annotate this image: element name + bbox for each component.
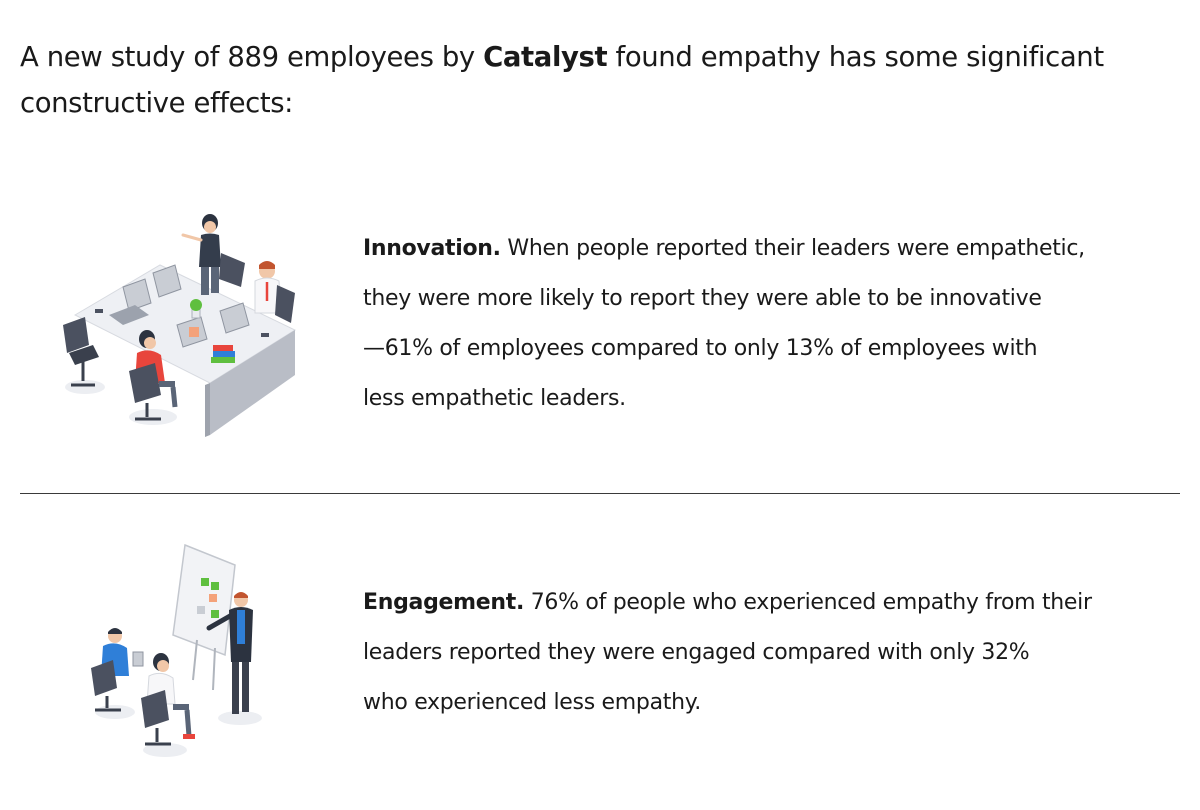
whiteboard-meeting-illustration <box>91 543 262 757</box>
innovation-section: Innovation. When people reported their l… <box>363 224 1183 424</box>
engagement-section: Engagement. 76% of people who experience… <box>363 578 1183 728</box>
engagement-line-1: Engagement. 76% of people who experience… <box>363 578 1183 628</box>
intro-line-2: constructive effects: <box>20 87 293 119</box>
section-divider <box>20 493 1180 494</box>
intro-heading: A new study of 889 employees by Catalyst… <box>20 34 1190 126</box>
intro-prefix: A new study of 889 employees by <box>20 41 484 73</box>
intro-suffix: found empathy has some significant <box>607 41 1105 73</box>
intro-org-name: Catalyst <box>483 41 608 73</box>
innovation-line-4: less empathetic leaders. <box>363 386 626 411</box>
engagement-line-3: who experienced less empathy. <box>363 690 702 715</box>
innovation-line-3: —61% of employees compared to only 13% o… <box>363 336 1038 361</box>
innovation-line-1: Innovation. When people reported their l… <box>363 224 1183 274</box>
engagement-title: Engagement. <box>363 590 525 615</box>
innovation-title: Innovation. <box>363 236 501 261</box>
innovation-text-1: When people reported their leaders were … <box>500 236 1085 261</box>
engagement-line-2: leaders reported they were engaged compa… <box>363 640 1030 665</box>
engagement-text-1: 76% of people who experienced empathy fr… <box>524 590 1092 615</box>
office-team-desk-illustration <box>63 214 297 437</box>
innovation-line-2: they were more likely to report they wer… <box>363 286 1042 311</box>
